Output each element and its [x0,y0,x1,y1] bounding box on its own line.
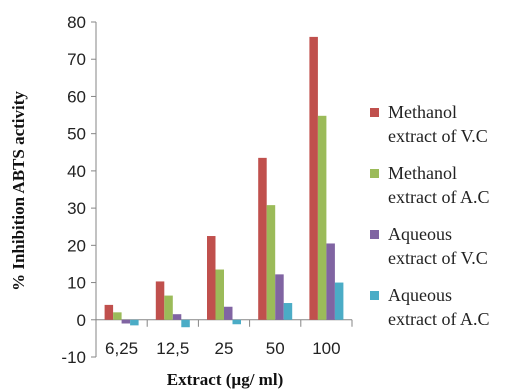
bar [181,319,190,328]
x-tick-label: 12,5 [156,339,189,358]
x-tick-label: 6,25 [105,339,138,358]
legend-swatch [370,230,379,239]
legend-swatch [370,169,379,178]
y-axis-title: % Inhibition ABTS activity [9,91,28,291]
legend-label: extract of V.C [388,248,488,268]
y-tick-label: 30 [67,199,86,218]
legend-swatch [370,108,379,117]
bar [207,236,216,320]
bar [113,312,122,320]
bar [172,314,182,320]
legend-swatch [370,291,379,300]
x-tick-label: 100 [312,339,340,358]
legend-label: Methanol [388,102,457,122]
y-tick-label: 60 [67,87,86,106]
legend-label: extract of V.C [388,126,488,146]
axes: -10 0 10 20 30 40 50 60 70 80 6,25 12,5 25 50 100 [61,13,353,367]
bar [130,319,139,326]
bar [317,115,327,320]
bar [275,274,284,320]
x-tick-label: 25 [215,339,234,358]
y-tick-label: 20 [67,236,86,255]
legend-label: extract of A.C [388,187,489,207]
legend: Methanol extract of V.C Methanol extract of… [370,102,489,329]
bar [104,304,114,320]
x-tick-label: 50 [266,339,285,358]
bar [309,36,318,320]
legend-label: Aqueous [388,285,452,305]
y-tick-label: 0 [77,311,86,330]
legend-label: extract of A.C [388,309,489,329]
legend-label: Aqueous [388,224,452,244]
y-tick-label: -10 [61,348,86,367]
bar [258,157,267,320]
y-tick-label: 50 [67,125,86,144]
bar [224,306,233,320]
y-tick-label: 40 [67,162,86,181]
y-tick-label: 80 [67,13,86,32]
bar [266,205,276,320]
legend-label: Methanol [388,163,457,183]
y-tick-label: 70 [67,50,86,69]
bar [326,243,335,320]
bars [104,36,344,328]
bar [121,319,131,324]
bar [164,295,173,320]
bar [283,303,293,320]
x-axis-title: Extract (µg/ ml) [167,370,283,389]
y-tick-label: 10 [67,274,86,293]
bar [334,282,344,320]
bar [232,319,241,325]
bar [215,269,224,320]
bar [155,281,165,320]
